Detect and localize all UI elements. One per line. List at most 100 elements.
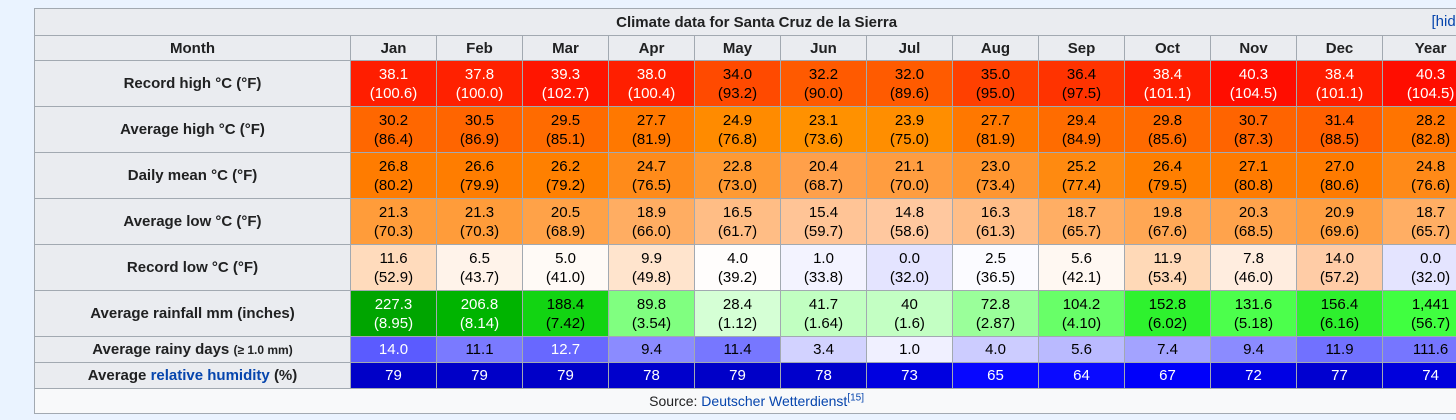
data-cell: 9.9 (49.8): [608, 244, 695, 291]
data-cell: 104.2 (4.10): [1038, 290, 1125, 337]
cell-celsius: 131.6: [1234, 295, 1273, 313]
cell-celsius: 29.8: [1152, 111, 1183, 129]
source-link[interactable]: Deutscher Wetterdienst: [701, 392, 848, 409]
column-header: Apr: [608, 35, 695, 61]
cell-celsius: 38.4: [1152, 65, 1183, 83]
cell-celsius: 28.2: [1415, 111, 1446, 129]
cell-celsius: 20.3: [1238, 203, 1269, 221]
cell-celsius: 21.3: [464, 203, 495, 221]
data-row: Average low °C (°F) 21.3 (70.3) 21.3 (70.3) 2…: [34, 198, 1456, 245]
column-header: Jan: [350, 35, 437, 61]
data-cell: 152.8 (6.02): [1124, 290, 1211, 337]
data-cell: 40.3 (104.5): [1210, 60, 1297, 107]
data-cell: 38.0 (100.4): [608, 60, 695, 107]
data-cell: 37.8 (100.0): [436, 60, 523, 107]
data-cell: 36.4 (97.5): [1038, 60, 1125, 107]
cell-celsius: 18.9: [636, 203, 667, 221]
data-cell: 3.4: [780, 336, 867, 363]
cell-fahrenheit: (97.5): [1061, 84, 1102, 102]
cell-fahrenheit: (73.0): [717, 176, 758, 194]
data-cell: 18.7 (65.7): [1381, 198, 1456, 245]
cell-celsius: 31.4: [1324, 111, 1355, 129]
data-cell: 26.6 (79.9): [436, 152, 523, 199]
cell-celsius: 37.8: [464, 65, 495, 83]
cell-celsius: 0.0: [899, 249, 920, 267]
cell-fahrenheit: (59.7): [803, 222, 844, 240]
cell-fahrenheit: (3.54): [631, 314, 672, 332]
data-cell: 29.5 (85.1): [522, 106, 609, 153]
cell-fahrenheit: (68.9): [545, 222, 586, 240]
cell-celsius: 40: [901, 295, 918, 313]
cell-fahrenheit: (80.8): [1233, 176, 1274, 194]
data-cell: 23.0 (73.4): [952, 152, 1039, 199]
data-cell: 79: [350, 362, 437, 389]
data-cell: 7.8 (46.0): [1210, 244, 1297, 291]
cell-celsius: 7.8: [1243, 249, 1264, 267]
data-cell: 27.7 (81.9): [608, 106, 695, 153]
data-cell: 21.3 (70.3): [350, 198, 437, 245]
cell-celsius: 41.7: [808, 295, 839, 313]
cell-fahrenheit: (80.2): [373, 176, 414, 194]
column-header: Dec: [1296, 35, 1383, 61]
source-ref[interactable]: [15]: [847, 391, 865, 403]
rainy-days-label: Average rainy days: [92, 340, 230, 358]
data-cell: 78: [780, 362, 867, 389]
cell-fahrenheit: (85.6): [1147, 130, 1188, 148]
cell-celsius: 32.2: [808, 65, 839, 83]
cell-celsius: 72.8: [980, 295, 1011, 313]
cell-celsius: 1.0: [813, 249, 834, 267]
cell-fahrenheit: (56.7): [1410, 314, 1451, 332]
cell-fahrenheit: (80.6): [1319, 176, 1360, 194]
cell-celsius: 27.0: [1324, 157, 1355, 175]
data-cell: 20.4 (68.7): [780, 152, 867, 199]
cell-fahrenheit: (1.12): [717, 314, 758, 332]
cell-celsius: 30.5: [464, 111, 495, 129]
data-cell: 79: [436, 362, 523, 389]
column-header: Oct: [1124, 35, 1211, 61]
hide-link-text[interactable]: hide: [1435, 13, 1456, 30]
data-cell: 74: [1381, 362, 1456, 389]
data-cell: 14.0 (57.2): [1296, 244, 1383, 291]
cell-fahrenheit: (70.0): [889, 176, 930, 194]
cell-fahrenheit: (76.6): [1410, 176, 1451, 194]
cell-celsius: 29.4: [1066, 111, 1097, 129]
row-label: Record low °C (°F): [34, 244, 351, 291]
cell-fahrenheit: (69.6): [1319, 222, 1360, 240]
cell-fahrenheit: (89.6): [889, 84, 930, 102]
hide-link[interactable]: [hide]: [1431, 12, 1456, 31]
cell-celsius: 11.9: [1153, 249, 1182, 267]
cell-fahrenheit: (86.4): [373, 130, 414, 148]
data-cell: 67: [1124, 362, 1211, 389]
data-cell: 23.9 (75.0): [866, 106, 953, 153]
cell-celsius: 26.4: [1152, 157, 1183, 175]
cell-celsius: 23.9: [894, 111, 925, 129]
relative-humidity-link[interactable]: relative humidity: [150, 367, 270, 384]
data-cell: 20.3 (68.5): [1210, 198, 1297, 245]
data-cell: 18.9 (66.0): [608, 198, 695, 245]
cell-celsius: 38.4: [1324, 65, 1355, 83]
cell-celsius: 15.4: [808, 203, 839, 221]
cell-fahrenheit: (61.7): [717, 222, 758, 240]
cell-celsius: 9.9: [641, 249, 662, 267]
data-cell: 35.0 (95.0): [952, 60, 1039, 107]
cell-celsius: 5.6: [1071, 249, 1092, 267]
cell-celsius: 227.3: [374, 295, 413, 313]
data-cell: 40.3 (104.5): [1381, 60, 1456, 107]
row-label: Daily mean °C (°F): [34, 152, 351, 199]
data-cell: 38.4 (101.1): [1124, 60, 1211, 107]
data-cell: 23.1 (73.6): [780, 106, 867, 153]
cell-fahrenheit: (58.6): [889, 222, 930, 240]
cell-celsius: 35.0: [980, 65, 1011, 83]
data-cell: 64: [1038, 362, 1125, 389]
row-label: Average relative humidity (%): [34, 362, 351, 389]
cell-fahrenheit: (61.3): [975, 222, 1016, 240]
humidity-row: Average relative humidity (%) 79 79 79 78 79 7…: [34, 362, 1456, 389]
data-cell: 20.5 (68.9): [522, 198, 609, 245]
data-cell: 30.2 (86.4): [350, 106, 437, 153]
cell-celsius: 89.8: [636, 295, 667, 313]
cell-fahrenheit: (88.5): [1319, 130, 1360, 148]
source-row: Source: Deutscher Wetterdienst[15]: [33, 388, 1456, 414]
data-cell: 72.8 (2.87): [952, 290, 1039, 337]
data-cell: 73: [866, 362, 953, 389]
cell-fahrenheit: (104.5): [1229, 84, 1278, 102]
